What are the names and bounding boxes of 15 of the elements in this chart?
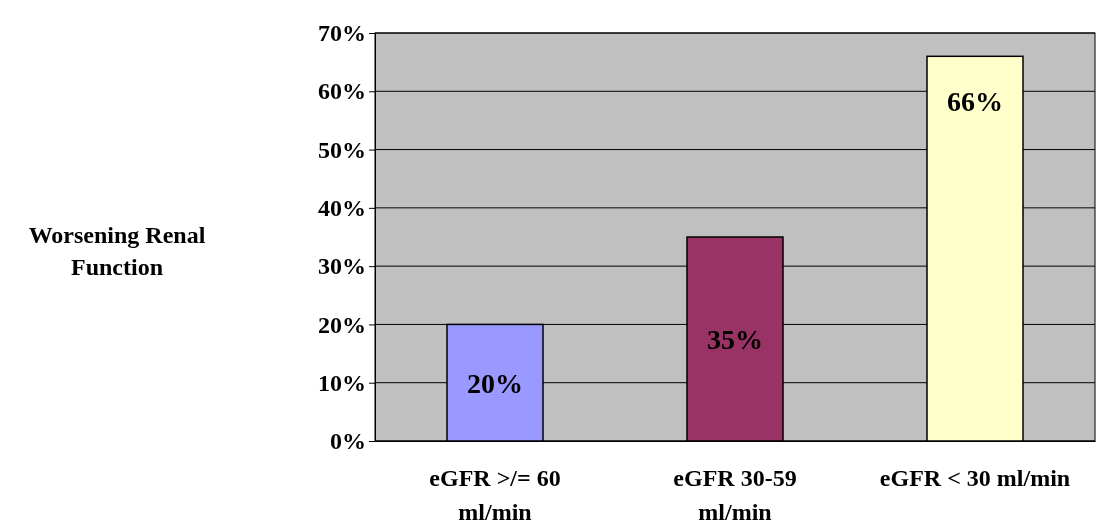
y-tick-label: 0% xyxy=(330,428,366,455)
y-tick-label: 60% xyxy=(318,78,366,105)
y-tick-label: 40% xyxy=(318,195,366,222)
y-tick-label: 30% xyxy=(318,253,366,280)
y-tick-label: 50% xyxy=(318,136,366,163)
y-tick-label: 70% xyxy=(318,20,366,47)
y-tick-label: 10% xyxy=(318,369,366,396)
y-axis-title: Worsening Renal Function xyxy=(28,222,206,280)
x-tick-label: eGFR 30-59 ml/min xyxy=(673,465,797,525)
y-tick-label: 20% xyxy=(318,311,366,338)
x-tick-label: eGFR < 30 ml/min xyxy=(879,465,1071,491)
x-tick-label: eGFR >/= 60 ml/min xyxy=(429,465,561,525)
data-label: 20% xyxy=(467,367,523,399)
data-label: 35% xyxy=(707,324,763,355)
data-label: 66% xyxy=(947,86,1003,118)
